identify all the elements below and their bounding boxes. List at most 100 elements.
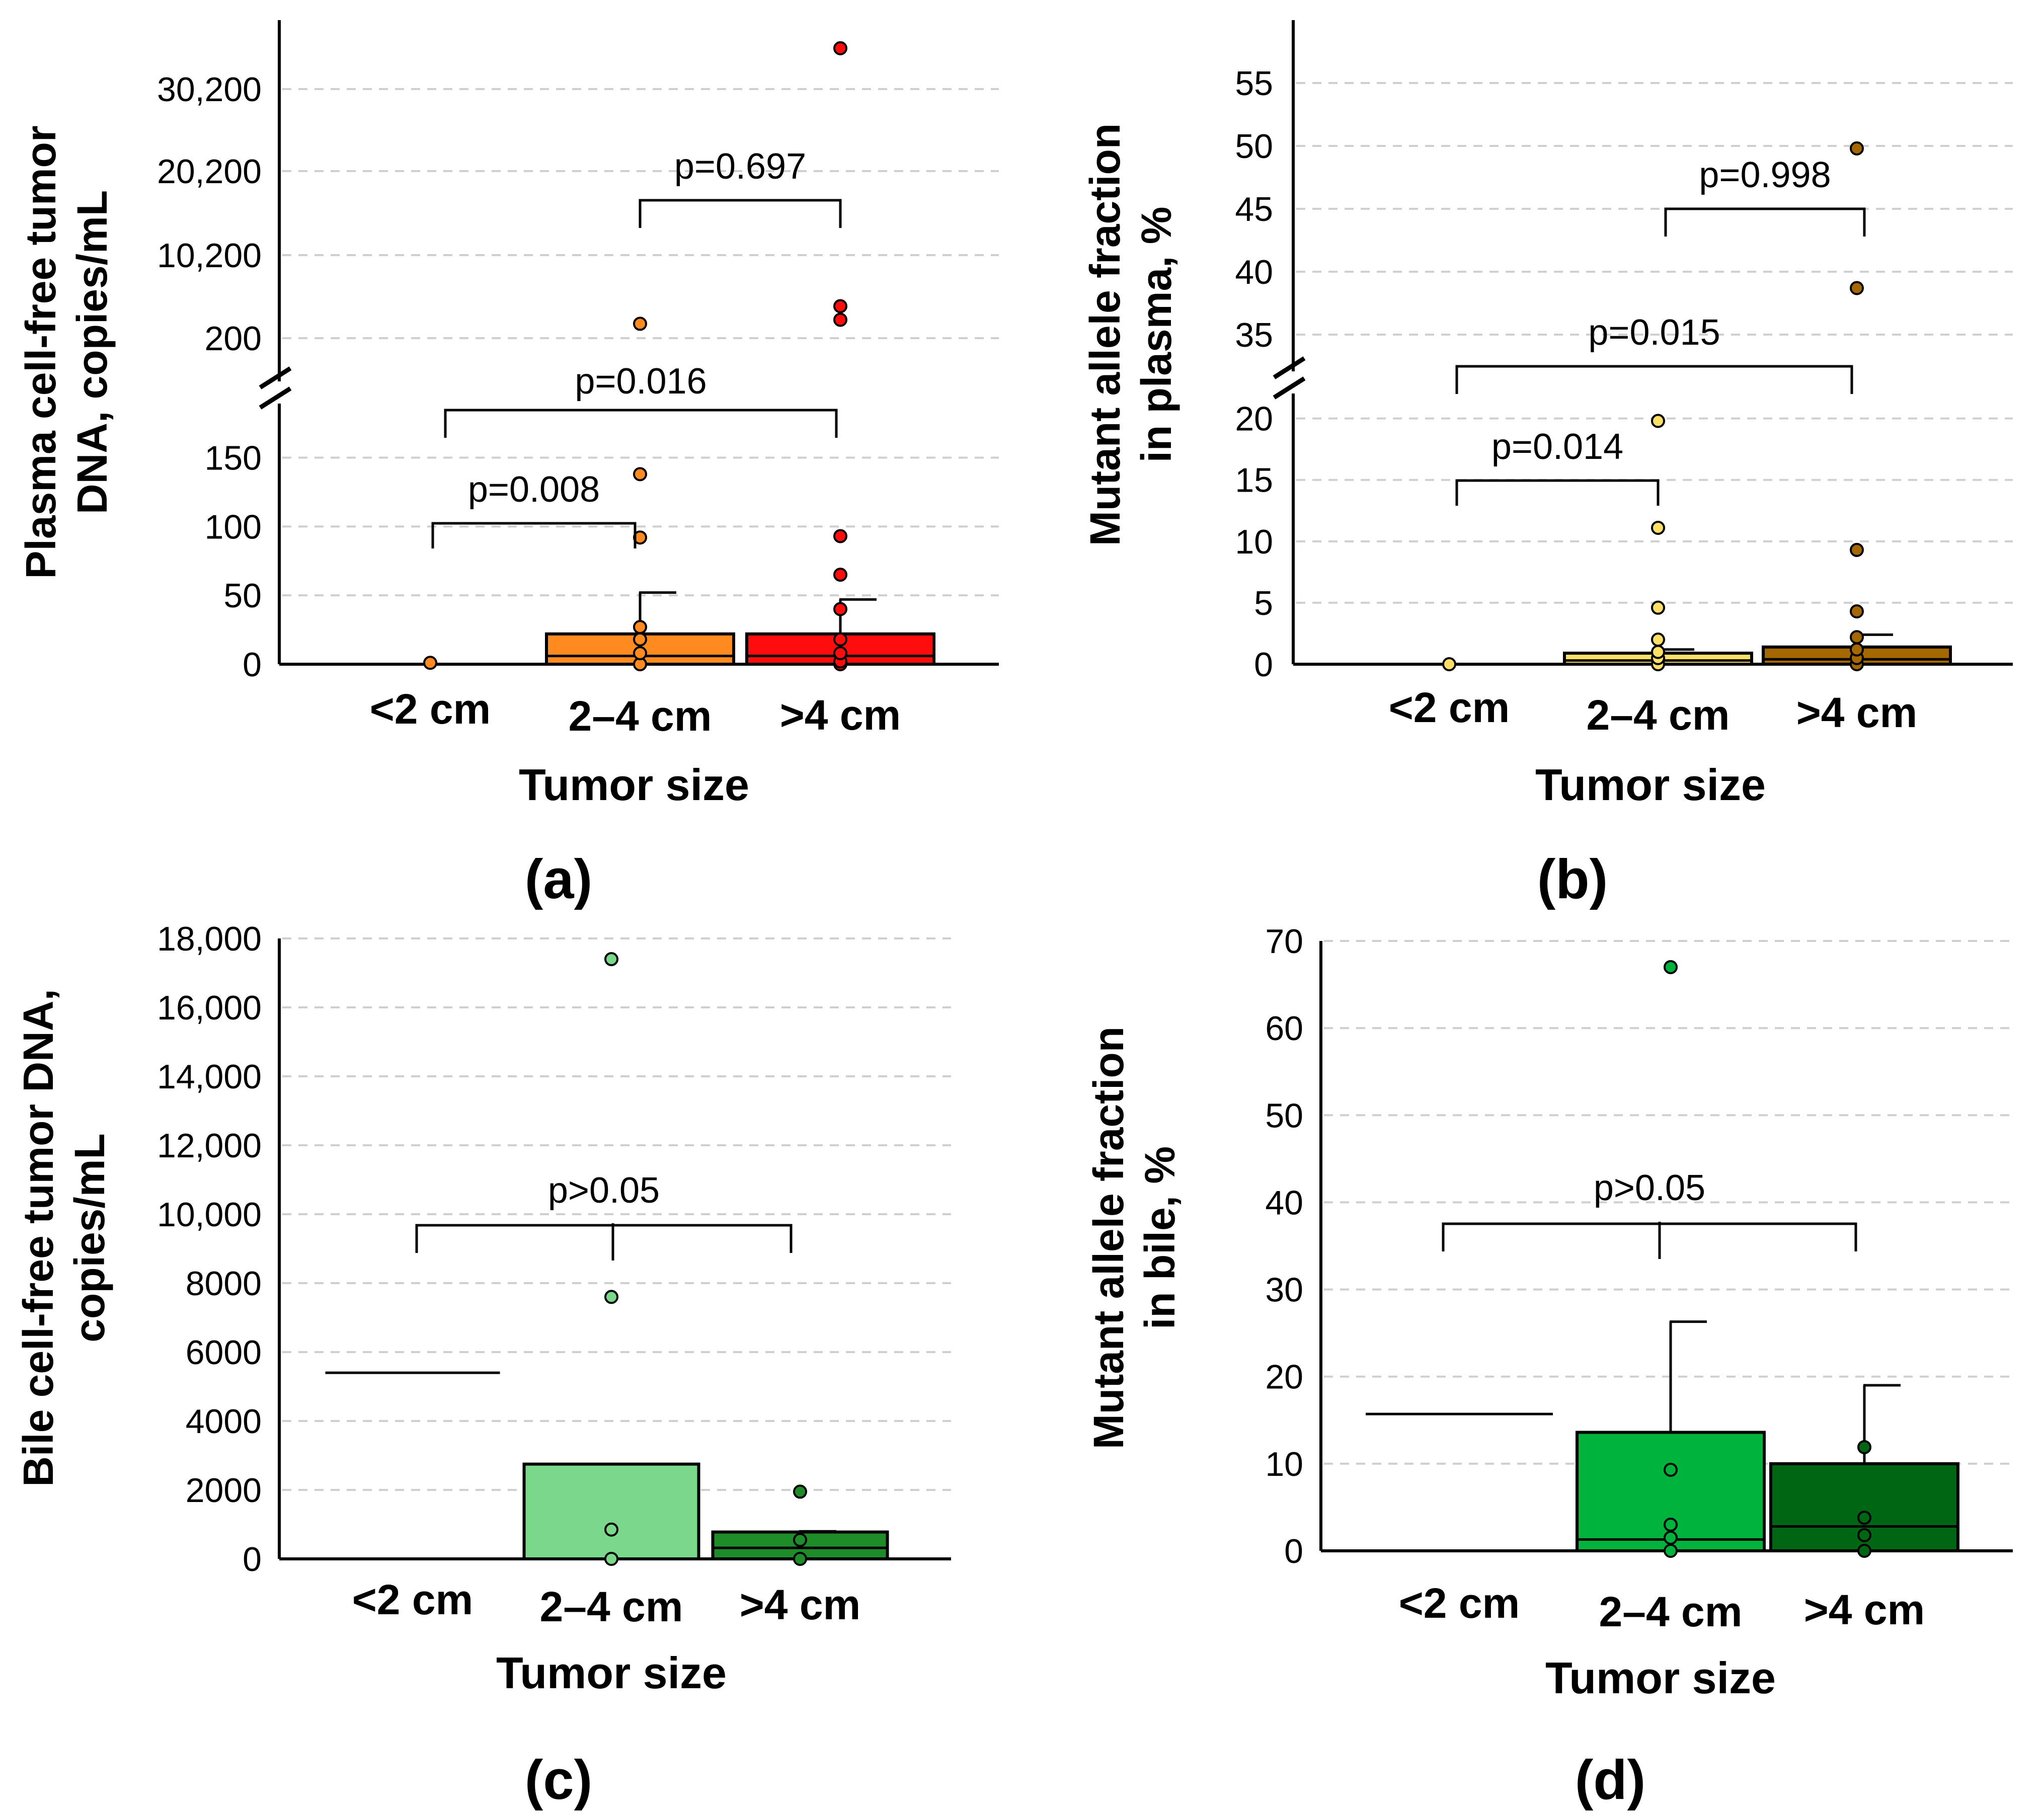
- panel-d-y-tick-label: 0: [1284, 1532, 1303, 1570]
- panel-b-data-point: [1850, 141, 1864, 155]
- panel-b-x-axis-title: Tumor size: [1535, 760, 1766, 810]
- panel-a-data-point: [833, 41, 847, 55]
- panel-a-data-point: [633, 317, 647, 331]
- panel-c-data-point: [604, 1290, 618, 1304]
- panel-b-y-tick-label: 0: [1254, 646, 1273, 684]
- panel-b-data-point: [1850, 604, 1864, 618]
- panel-c-data-point: [793, 1533, 807, 1547]
- panel-d-y-tick-label: 50: [1265, 1096, 1303, 1135]
- panel-d-data-point: [1857, 1544, 1871, 1558]
- panel-b-axis-break-mark: [1273, 376, 1306, 400]
- panel-b-significance-bracket: [1455, 479, 1660, 506]
- panel-a-y-tick-label: 20,200: [157, 152, 262, 191]
- panel-b-data-point: [1850, 542, 1864, 557]
- panel-a-chart: (a) Tumor size Plasma cell-free tumor DN…: [17, 20, 999, 910]
- panel-a-data-point: [423, 656, 437, 670]
- panel-a-axis-break-mark: [259, 386, 292, 410]
- panel-c-data-point: [793, 1552, 807, 1566]
- panel-d-category-label-1: 2–4 cm: [1599, 1588, 1743, 1635]
- panel-d-y-axis-title-line2: in bile, %: [1136, 1146, 1184, 1329]
- panel-d-data-point: [1664, 1531, 1678, 1545]
- panel-b-p-value-label: p=0.998: [1699, 155, 1831, 195]
- panel-c-data-point: [604, 1522, 618, 1537]
- panel-a-p-value-label: p=0.016: [575, 361, 706, 402]
- panel-c-y-tick-label: 12,000: [157, 1127, 262, 1165]
- panel-b-category-label-2: >4 cm: [1796, 689, 1918, 736]
- panel-a-data-point: [833, 602, 847, 616]
- panel-d-y-tick-label: 60: [1265, 1009, 1303, 1048]
- panel-b-y-tick-label: 35: [1235, 316, 1273, 354]
- panel-b-data-point: [1651, 414, 1665, 428]
- panel-b-chart: (b) Tumor size Mutant allele fraction in…: [1081, 20, 2013, 910]
- panel-d-category-label-0: <2 cm: [1399, 1580, 1520, 1627]
- panel-a-data-point: [833, 529, 847, 543]
- panel-a-y-tick-label: 200: [205, 320, 262, 358]
- panel-b-data-point: [1442, 657, 1456, 671]
- panel-d-significance-bracket: [1442, 1222, 1857, 1251]
- panel-d-x-axis-title: Tumor size: [1545, 1653, 1776, 1703]
- panel-b-data-point: [1850, 642, 1864, 657]
- panel-a-y-axis-title-line2: DNA, copies/mL: [68, 190, 116, 514]
- panel-d-data-point: [1664, 1518, 1678, 1532]
- panel-c-bar-1: [522, 1462, 700, 1560]
- panel-b-p-value-label: p=0.015: [1588, 312, 1720, 353]
- panel-d-data-point: [1857, 1511, 1871, 1525]
- panel-b-data-point: [1651, 600, 1665, 615]
- panel-c-y-tick-label: 6000: [186, 1333, 262, 1372]
- panel-a-y-tick-label: 100: [205, 508, 262, 546]
- panel-b-significance-bracket: [1455, 365, 1853, 394]
- panel-d-y-tick-label: 40: [1265, 1184, 1303, 1222]
- panel-b-y-axis-title-line2: in plasma, %: [1133, 207, 1180, 463]
- panel-c-y-tick-label: 18,000: [157, 920, 262, 958]
- panel-d-y-tick-label: 30: [1265, 1271, 1303, 1309]
- panel-b-data-point: [1850, 281, 1864, 295]
- panel-c-data-point: [793, 1484, 807, 1499]
- panel-c-data-point: [604, 1552, 618, 1566]
- panel-d-data-point: [1664, 960, 1678, 974]
- panel-d-data-point: [1664, 1544, 1678, 1558]
- panel-a-data-point: [833, 632, 847, 647]
- panel-c-y-tick-label: 16,000: [157, 989, 262, 1027]
- panel-d-data-point: [1857, 1528, 1871, 1542]
- panel-b-data-point: [1651, 645, 1665, 659]
- panel-a-data-point: [633, 620, 647, 635]
- panel-a-data-point: [833, 312, 847, 327]
- panel-b-y-axis-title-line1: Mutant allele fraction: [1081, 123, 1129, 546]
- panel-b-label: (b): [1537, 848, 1608, 910]
- panel-a-y-tick-label: 150: [205, 439, 262, 477]
- panel-a-significance-bracket: [431, 522, 637, 548]
- panel-a-significance-bracket: [639, 199, 842, 228]
- panel-d-data-point: [1857, 1440, 1871, 1454]
- panel-a-data-point: [833, 568, 847, 582]
- panel-c-category-label-0: <2 cm: [352, 1576, 474, 1623]
- panel-d-data-point: [1664, 1462, 1678, 1477]
- panel-a-data-point: [633, 632, 647, 647]
- panel-d-y-tick-label: 70: [1265, 922, 1303, 961]
- panel-a-y-axis-title-line1: Plasma cell-free tumor: [17, 125, 64, 579]
- panel-a-y-tick-label: 0: [243, 646, 262, 684]
- panel-a-p-value-label: p=0.697: [674, 146, 806, 187]
- panel-d-category-label-2: >4 cm: [1804, 1586, 1925, 1633]
- panel-c-y-tick-label: 2000: [186, 1471, 262, 1510]
- panel-b-y-tick-label: 45: [1235, 190, 1273, 228]
- panel-b-y-tick-label: 55: [1235, 64, 1273, 103]
- panel-b-category-label-0: <2 cm: [1389, 684, 1510, 731]
- panel-a-data-point: [633, 467, 647, 482]
- panel-a-axis-break-mark: [259, 366, 292, 389]
- panel-b-axis-break-mark: [1273, 356, 1306, 379]
- panel-a-data-point: [633, 646, 647, 661]
- panel-a-x-axis-title: Tumor size: [519, 760, 749, 810]
- panel-c-y-tick-label: 4000: [186, 1402, 262, 1441]
- panel-c-label: (c): [525, 1749, 592, 1811]
- panel-b-category-label-1: 2–4 cm: [1587, 691, 1730, 739]
- panel-b-p-value-label: p=0.014: [1491, 427, 1623, 467]
- panel-c-category-label-1: 2–4 cm: [540, 1583, 683, 1630]
- panel-b-y-tick-label: 50: [1235, 127, 1273, 166]
- panel-c-significance-bracket: [415, 1224, 793, 1253]
- panel-b-data-point: [1850, 630, 1864, 645]
- panel-c-y-axis-title-line1: Bile cell-free tumor DNA,: [15, 989, 62, 1487]
- panel-c-y-tick-label: 10,000: [157, 1196, 262, 1234]
- panel-c-y-tick-label: 8000: [186, 1265, 262, 1303]
- panel-d-chart: (d) Tumor size Mutant allele fraction in…: [1085, 922, 2013, 1811]
